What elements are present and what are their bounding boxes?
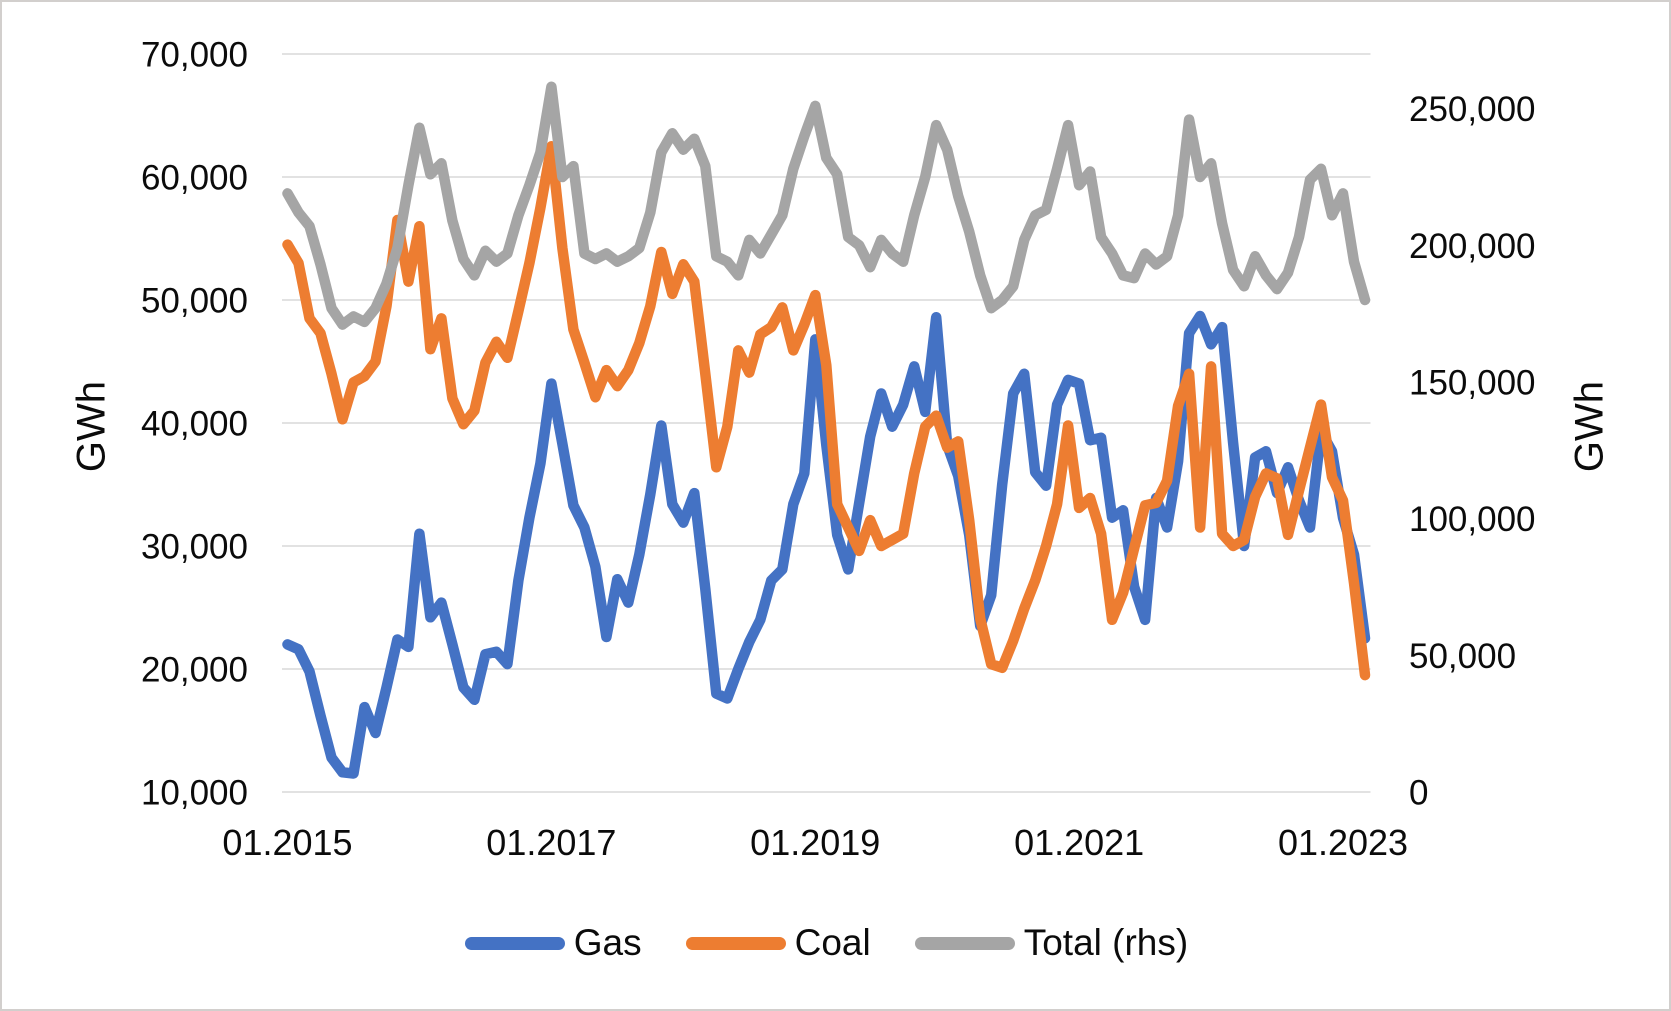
legend-swatch-gas — [464, 936, 565, 950]
x-axis-tick-label: 01.2015 — [222, 822, 352, 863]
left-axis-tick-label: 10,000 — [141, 774, 248, 813]
x-axis-tick-label: 01.2021 — [1014, 822, 1144, 863]
legend-swatch-total-rhs — [914, 936, 1015, 950]
right-axis-tick-label: 200,000 — [1409, 227, 1536, 266]
legend-label-coal: Coal — [794, 922, 871, 963]
x-axis-tick-label: 01.2019 — [750, 822, 880, 863]
legend-label-total-rhs: Total (rhs) — [1023, 922, 1189, 963]
legend-label-gas: Gas — [573, 922, 642, 963]
x-axis-tick-label: 01.2017 — [486, 822, 616, 863]
series-line-coal — [282, 141, 1371, 681]
series-line-total-rhs — [282, 81, 1371, 330]
left-axis-tick-label: 30,000 — [141, 528, 248, 567]
left-axis-tick-label: 40,000 — [141, 405, 248, 444]
legend: Gas Coal Total (rhs) — [282, 922, 1371, 964]
x-axis-tick-label: 01.2023 — [1278, 822, 1408, 863]
right-axis-tick-label: 100,000 — [1409, 500, 1536, 539]
right-axis-tick-label: 150,000 — [1409, 364, 1536, 403]
right-axis-tick-label: 50,000 — [1409, 637, 1516, 676]
legend-item-coal: Coal — [685, 922, 871, 964]
left-axis-tick-label: 60,000 — [141, 159, 248, 198]
right-axis-tick-label: 250,000 — [1409, 90, 1536, 129]
left-axis-title: GWh — [69, 380, 114, 473]
right-axis-tick-label: 0 — [1409, 774, 1428, 813]
right-axis-title: GWh — [1567, 380, 1612, 473]
legend-item-total-rhs: Total (rhs) — [914, 922, 1189, 964]
legend-item-gas: Gas — [464, 922, 642, 964]
left-axis-tick-label: 70,000 — [141, 36, 248, 75]
left-axis-tick-label: 20,000 — [141, 651, 248, 690]
legend-swatch-coal — [685, 936, 786, 950]
left-axis-tick-label: 50,000 — [141, 282, 248, 321]
